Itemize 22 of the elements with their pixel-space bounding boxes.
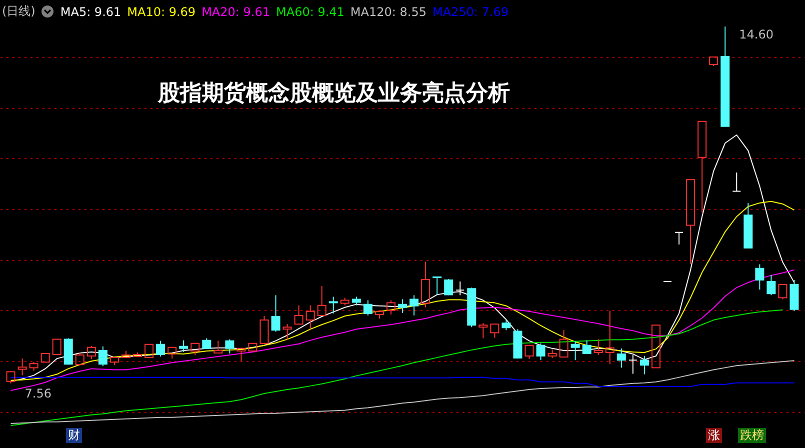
annotation: 7.56 <box>24 386 52 400</box>
candlestick <box>328 296 338 314</box>
text: (日线) <box>2 3 36 20</box>
candlestick <box>616 348 626 368</box>
annotation: 14.60 <box>739 28 774 42</box>
candlestick <box>605 310 614 365</box>
text: MA250: 7.69 <box>432 4 509 18</box>
candlestick <box>398 298 407 314</box>
candlestick <box>410 294 419 316</box>
candlestick <box>18 358 27 376</box>
text: MA20: 9.61 <box>202 4 270 18</box>
text: 涨 <box>706 428 722 443</box>
text: 股指期货概念股概览及业务亮点分析 <box>158 80 510 108</box>
text: MA120: 8.55 <box>350 4 426 18</box>
text: 跌榜 <box>738 428 766 443</box>
candlestick <box>456 281 465 296</box>
text: 财 <box>66 428 82 443</box>
candlestick <box>306 304 315 330</box>
candlestick <box>628 354 638 374</box>
text: MA5: 9.61 <box>60 4 122 18</box>
text: MA10: 9.69 <box>127 4 196 18</box>
text: MA60: 9.41 <box>276 4 344 18</box>
